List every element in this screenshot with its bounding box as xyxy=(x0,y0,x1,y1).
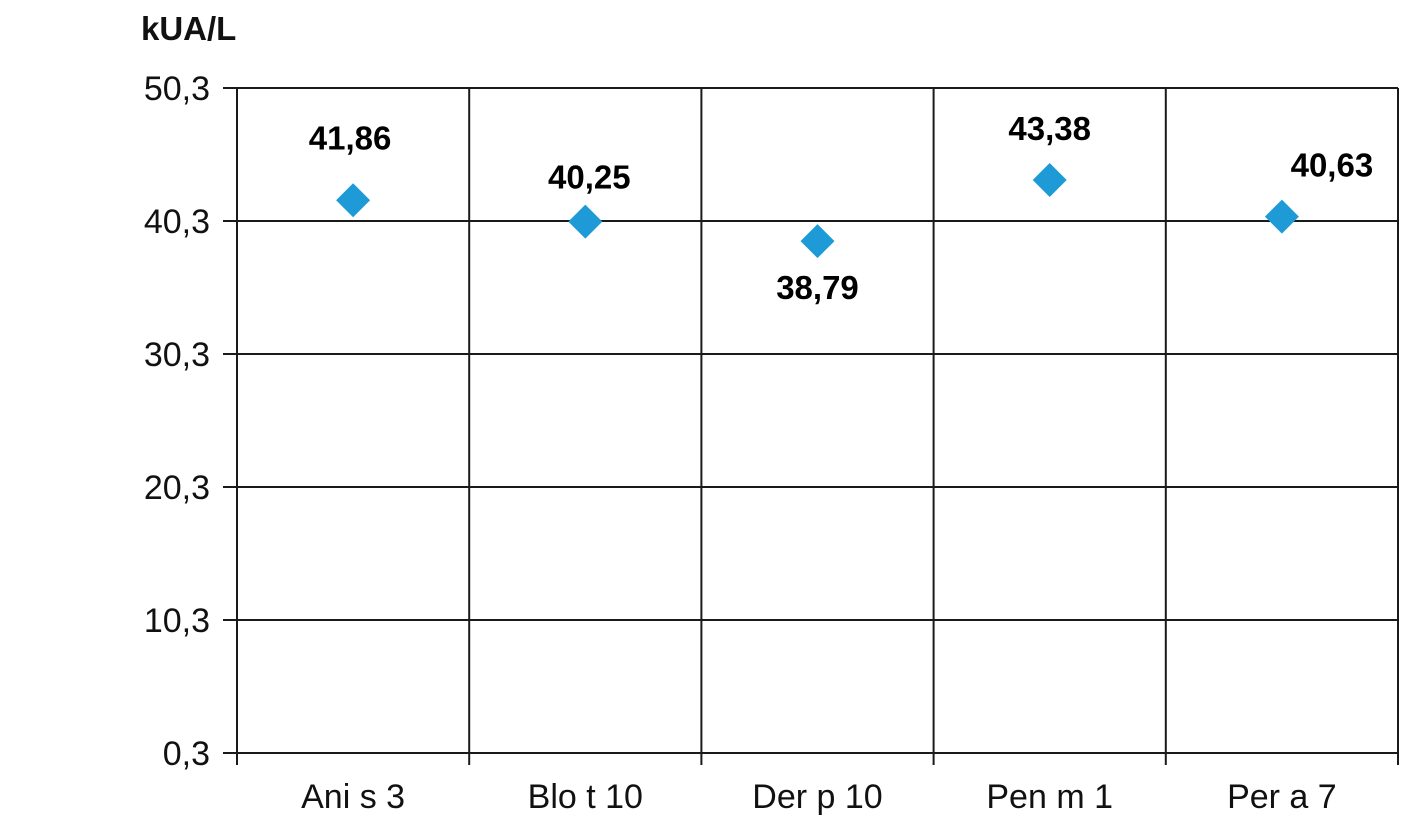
data-label-pen-m-1: 43,38 xyxy=(1008,110,1091,147)
y-tick-label: 50,3 xyxy=(144,70,210,108)
data-point-ani-s-3 xyxy=(336,183,371,218)
y-tick-label: 30,3 xyxy=(144,336,210,374)
data-point-pen-m-1 xyxy=(1032,163,1067,198)
x-category-label-ani-s-3: Ani s 3 xyxy=(301,778,405,816)
y-tick-label: 0,3 xyxy=(163,735,210,773)
y-tick-label: 20,3 xyxy=(144,469,210,507)
y-tick-label: 10,3 xyxy=(144,602,210,640)
x-category-label-der-p-10: Der p 10 xyxy=(752,778,882,816)
data-label-der-p-10: 38,79 xyxy=(776,269,859,306)
x-category-label-per-a-7: Per a 7 xyxy=(1227,778,1337,816)
y-tick-label: 40,3 xyxy=(144,203,210,241)
data-label-blo-t-10: 40,25 xyxy=(548,159,631,196)
x-category-label-blo-t-10: Blo t 10 xyxy=(528,778,643,816)
data-label-ani-s-3: 41,86 xyxy=(309,119,392,156)
data-point-blo-t-10 xyxy=(568,204,603,239)
y-axis-title: kUA/L xyxy=(141,10,237,47)
data-label-per-a-7: 40,63 xyxy=(1291,147,1374,184)
data-point-per-a-7 xyxy=(1264,199,1299,234)
x-category-label-pen-m-1: Pen m 1 xyxy=(986,778,1113,816)
data-point-der-p-10 xyxy=(800,224,835,259)
